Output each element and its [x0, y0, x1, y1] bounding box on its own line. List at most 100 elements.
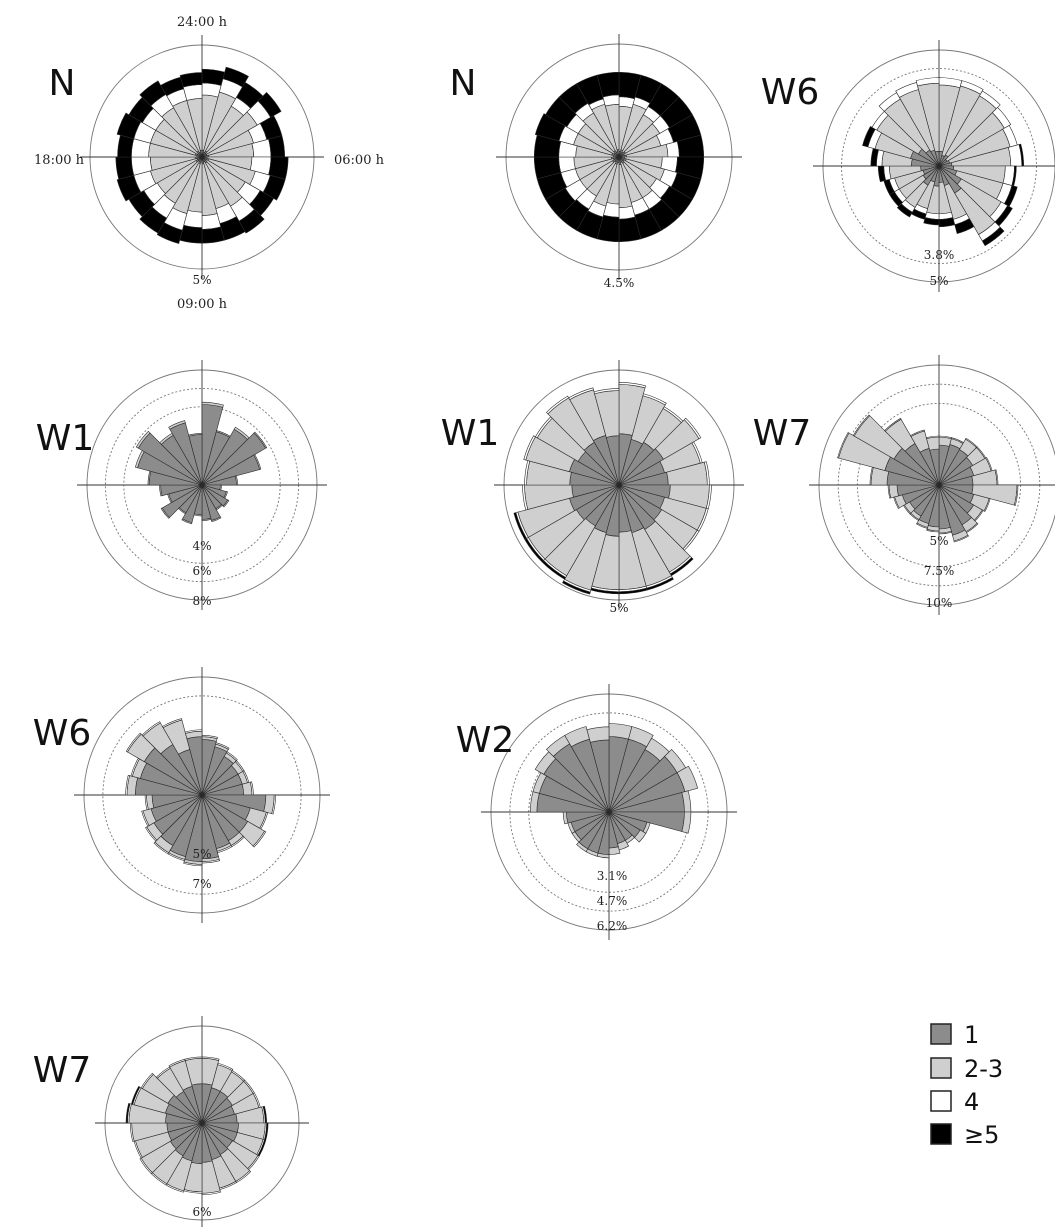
rose-sector-4 [140, 1072, 154, 1089]
rose-sector-4 [926, 529, 940, 533]
legend: 1 2-3 4 ≥5 [930, 1021, 1003, 1149]
rose-sector-ge5 [201, 226, 225, 244]
rose-sector-4 [153, 841, 170, 855]
legend-item-4: 4 [930, 1088, 979, 1116]
legend-swatch-1 [930, 1023, 952, 1045]
legend-label-4: 4 [964, 1088, 979, 1116]
ring-label: 5% [192, 847, 211, 861]
rose-sector-2-3 [135, 430, 151, 449]
hour-label-right: 06:00 h [334, 153, 385, 168]
rose-sector-4 [938, 530, 953, 535]
ring-label: 10% [926, 596, 953, 610]
rose-sector-4 [162, 718, 183, 729]
rose-sector-4 [916, 522, 928, 529]
ring-label: 5% [929, 534, 948, 548]
rose-sector-4 [665, 141, 680, 158]
rose-sector-4 [1013, 484, 1019, 506]
panel-label: W7 [33, 1050, 92, 1091]
legend-swatch-5plus [930, 1123, 952, 1145]
rose-sector-4 [568, 387, 594, 401]
rose-sector-ge5 [201, 68, 226, 86]
rose-sector-4 [271, 794, 276, 815]
legend-swatch-2-3 [930, 1057, 952, 1079]
rose-sector-ge5 [596, 71, 620, 98]
ring-label: 4.5% [604, 276, 635, 290]
rose-sector-2-3 [234, 475, 238, 486]
rose-sector-4 [852, 414, 871, 437]
rose-panel-n-2: N 4.5% [450, 34, 742, 290]
rose-panel-n-1: N 5% [49, 35, 324, 287]
legend-item-5plus: ≥5 [930, 1121, 999, 1149]
rose-sector-4 [145, 826, 158, 842]
rose-sector-4 [184, 1056, 203, 1061]
rose-sector-ge5 [513, 512, 527, 540]
rose-sector-2-3 [586, 726, 610, 743]
legend-item-1: 1 [930, 1021, 979, 1049]
rose-sector-2-3 [201, 517, 212, 521]
panel-label: W1 [441, 413, 500, 454]
rose-sector-4 [683, 417, 702, 440]
legend-item-2-3: 2-3 [930, 1055, 1003, 1083]
rose-sector-4 [910, 429, 925, 437]
rose-sector-4 [983, 498, 991, 512]
rose-sector-ge5 [268, 135, 286, 158]
rose-panel-w1-4: W1 4% 6% 8% [36, 360, 327, 610]
panel-label: N [450, 63, 477, 104]
rose-sector-4 [125, 732, 142, 753]
hour-label-left: 18:00 h [34, 153, 85, 168]
rose-sector-2-3 [608, 723, 633, 740]
rose-panel-w1-5: W1 5% [441, 360, 744, 615]
rose-sector-ge5 [117, 134, 135, 158]
ring-label: 7.5% [924, 564, 955, 578]
rose-sector-ge5 [179, 72, 203, 88]
panel-label: W7 [753, 413, 812, 454]
panel-label: W1 [36, 418, 95, 459]
rose-panels: N5%N4.5%W63.8%5%W14%6%8%W15%W75%7.5%10%W… [33, 34, 1055, 1227]
rose-panel-w7-6: W7 5% 7.5% 10% [753, 355, 1055, 615]
panel-label: W6 [33, 713, 92, 754]
ring-label: 3.1% [597, 869, 628, 883]
ring-label: 4% [192, 539, 211, 553]
rose-panel-w6-7: W6 5% 7% [33, 667, 330, 923]
ring-label: 5% [929, 274, 948, 288]
rose-sector-4 [252, 830, 267, 848]
rose-sector-ge5 [125, 1102, 131, 1124]
rose-sector-4 [925, 435, 940, 440]
rose-sector-2-3 [181, 518, 193, 525]
rose-sector-4 [141, 721, 161, 737]
rose-sector-4 [837, 432, 850, 459]
rose-sector-4 [618, 382, 646, 389]
ring-label: 5% [609, 601, 628, 615]
rose-sector-4 [593, 388, 620, 395]
rose-sector-4 [884, 417, 902, 432]
rose-sector-4 [201, 213, 222, 230]
ring-label: 4.7% [597, 894, 628, 908]
rose-sector-2-3 [188, 432, 203, 437]
rose-panel-w7-9: W7 6% [33, 1016, 309, 1227]
rose-sector-4 [184, 729, 203, 734]
rose-sector-2-3 [222, 499, 230, 508]
rose-sector-ge5 [562, 580, 591, 595]
ring-label: 5% [192, 273, 211, 287]
rose-sector-ge5 [1018, 143, 1025, 167]
panel-label: W2 [456, 720, 515, 761]
panel-label: W6 [761, 72, 820, 113]
rose-sector-2-3 [211, 516, 222, 523]
rose-sector-4 [201, 735, 218, 740]
rose-sector-2-3 [608, 846, 621, 855]
rose-sector-4 [201, 1056, 220, 1061]
hour-label-top: 24:00 h [177, 15, 228, 30]
rose-sector-4 [125, 774, 130, 796]
ring-label: 7% [192, 877, 211, 891]
rose-sector-ge5 [981, 226, 1005, 247]
rose-sector-4 [182, 84, 203, 101]
legend-label-5plus: ≥5 [964, 1121, 999, 1149]
rose-sector-2-3 [168, 420, 186, 430]
rose-sector-2-3 [160, 507, 170, 519]
ring-label: 6% [192, 564, 211, 578]
rose-sector-2-3 [201, 401, 224, 408]
rose-sector-4 [215, 742, 230, 750]
ring-label: 3.8% [924, 248, 955, 262]
rose-sector-4 [642, 393, 667, 406]
